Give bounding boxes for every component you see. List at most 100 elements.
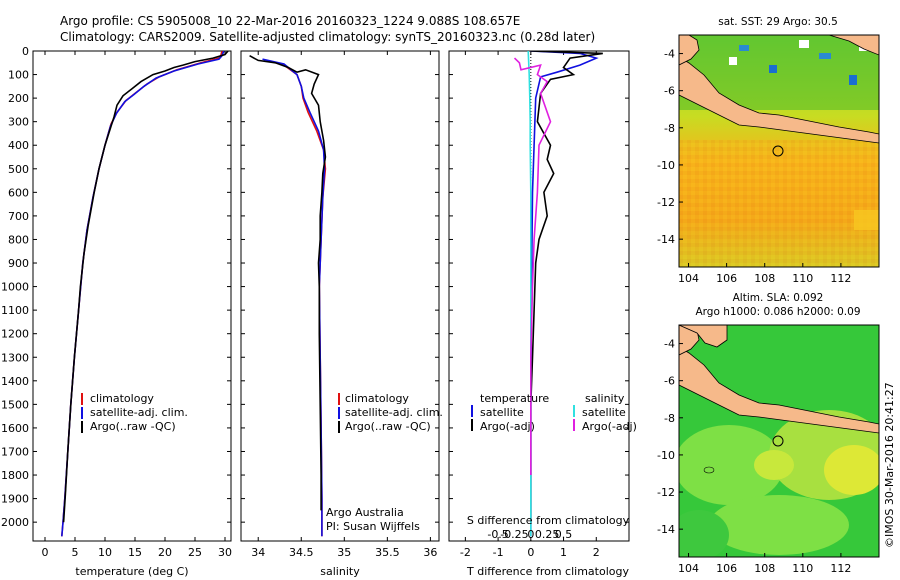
figure-title-line2: Climatology: CARS2009. Satellite-adjuste… bbox=[60, 30, 595, 44]
top-x-tick-label: 0.5 bbox=[555, 528, 573, 541]
map-x-tick-label: 110 bbox=[792, 562, 813, 575]
x-tick-label: 5 bbox=[72, 546, 79, 559]
x-tick-label: 34.5 bbox=[289, 546, 314, 559]
salinity-panel: 34 34.5 35 35.5 36 climatology satellite-adj… bbox=[240, 50, 443, 578]
y-tick-label: 0 bbox=[22, 45, 29, 58]
y-tick-label: 600 bbox=[8, 186, 29, 199]
figure-title-line1: Argo profile: CS 5905008_10 22-Mar-2016 … bbox=[60, 14, 520, 28]
difference-legend: temperature salinity satellite Argo(-adj… bbox=[471, 392, 637, 433]
y-tick-label: 900 bbox=[8, 257, 29, 270]
map-x-tick-label: 104 bbox=[678, 562, 699, 575]
y-tick-label: 1800 bbox=[1, 469, 29, 482]
map-x-tick-label: 112 bbox=[830, 562, 851, 575]
map-x-tick-label: 106 bbox=[716, 562, 737, 575]
x-tick-label: 0 bbox=[527, 546, 534, 559]
sla-map-frame bbox=[678, 324, 880, 558]
map-y-tick-label: -14 bbox=[657, 233, 675, 246]
x-tick-label: 36 bbox=[423, 546, 437, 559]
x-tick-label: -2 bbox=[460, 546, 471, 559]
sla-map-subtitle: Argo h1000: 0.086 h2000: 0.09 bbox=[695, 306, 860, 318]
x-tick-label: 15 bbox=[128, 546, 142, 559]
y-tick-label: 1000 bbox=[1, 281, 29, 294]
map-y-tick-label: -14 bbox=[657, 523, 675, 536]
top-x-tick-label: 0.25 bbox=[535, 528, 560, 541]
series-line-t-argo-adj- bbox=[529, 51, 603, 523]
series-line-satellite-adj-clim- bbox=[61, 51, 225, 537]
x-tick-label: 35 bbox=[337, 546, 351, 559]
top-x-tick-label: -0.5 bbox=[487, 528, 508, 541]
temperature-series bbox=[61, 51, 229, 537]
difference-x-label: T difference from climatology bbox=[466, 565, 629, 578]
map-y-tick-label: -4 bbox=[664, 48, 675, 61]
sla-map-axes: 104 106 108 110 112 -4 -6 -8 -10 -12 -14 bbox=[657, 338, 851, 575]
map-x-tick-label: 108 bbox=[754, 562, 775, 575]
top-x-tick-label: 0 bbox=[527, 528, 534, 541]
legend-label-argo: Argo(..raw -QC) bbox=[345, 420, 431, 433]
temperature-legend: climatology satellite-adj. clim. Argo(..… bbox=[81, 392, 188, 433]
temperature-x-axis: 0 5 10 15 20 25 30 bbox=[42, 51, 232, 559]
map-y-tick-label: -8 bbox=[664, 122, 675, 135]
map-x-tick-label: 112 bbox=[830, 272, 851, 285]
legend-label-s-argo: Argo(-adj) bbox=[582, 420, 637, 433]
salinity-axes-frame bbox=[240, 50, 440, 542]
map-y-tick-label: -6 bbox=[664, 375, 675, 388]
series-line-s-argo-adj- bbox=[513, 57, 552, 475]
y-tick-label: 2000 bbox=[1, 516, 29, 529]
temperature-axes-frame bbox=[32, 50, 232, 542]
x-tick-label: 0 bbox=[42, 546, 49, 559]
depth-axis: 0 100 200 300 400 500 600 700 800 900 1000 1100 1200… bbox=[1, 45, 231, 529]
map-y-tick-label: -4 bbox=[664, 338, 675, 351]
salinity-difference-ticks: -0.5-0.250 0.250.5 bbox=[487, 528, 572, 541]
map-y-tick-label: -10 bbox=[657, 159, 675, 172]
x-tick-label: 25 bbox=[188, 546, 202, 559]
series-line-climatology bbox=[266, 59, 327, 537]
legend-label-satellite: satellite-adj. clim. bbox=[90, 406, 188, 419]
sst-map-frame bbox=[678, 34, 880, 268]
x-tick-label: 2 bbox=[593, 546, 600, 559]
sst-map-axes: 104 106 108 110 112 -4 -6 -8 -10 -12 -14 bbox=[657, 48, 851, 285]
salinity-x-axis: 34 34.5 35 35.5 36 bbox=[251, 51, 437, 559]
x-tick-label: 35.5 bbox=[375, 546, 400, 559]
sla-map-panel: Altim. SLA: 0.092 Argo h1000: 0.086 h200… bbox=[657, 292, 880, 575]
difference-depth-ticks bbox=[449, 50, 629, 523]
imos-credit: ©IMOS 30-Mar-2016 20:41:27 bbox=[883, 382, 896, 548]
sst-map-title: sat. SST: 29 Argo: 30.5 bbox=[718, 16, 838, 28]
legend-label-climatology: climatology bbox=[90, 392, 154, 405]
y-tick-label: 200 bbox=[8, 92, 29, 105]
top-x-tick-label: -0.25 bbox=[500, 528, 528, 541]
y-tick-label: 1500 bbox=[1, 398, 29, 411]
y-tick-label: 400 bbox=[8, 139, 29, 152]
difference-panel: -2 -1 0 1 2 temperature salinity satellite A… bbox=[448, 50, 637, 578]
legend-label-satellite: satellite-adj. clim. bbox=[345, 406, 443, 419]
legend-label-s-satellite: satellite bbox=[582, 406, 626, 419]
annotation-pi-name: PI: Susan Wijffels bbox=[326, 520, 420, 533]
series-line-climatology bbox=[61, 51, 223, 537]
salinity-series bbox=[249, 54, 327, 537]
sla-map-title: Altim. SLA: 0.092 bbox=[733, 292, 824, 304]
map-y-tick-label: -12 bbox=[657, 196, 675, 209]
annotation-argo-australia: Argo Australia bbox=[326, 506, 404, 519]
x-tick-label: 1 bbox=[560, 546, 567, 559]
y-tick-label: 1600 bbox=[1, 422, 29, 435]
map-y-tick-label: -8 bbox=[664, 412, 675, 425]
series-line-argo-raw-qc- bbox=[249, 54, 327, 511]
salinity-x-label: salinity bbox=[320, 565, 360, 578]
y-tick-label: 500 bbox=[8, 163, 29, 176]
series-line-satellite-adj-clim- bbox=[262, 58, 326, 537]
y-tick-label: 1300 bbox=[1, 351, 29, 364]
legend-header-temperature: temperature bbox=[480, 392, 549, 405]
map-y-tick-label: -10 bbox=[657, 449, 675, 462]
map-y-tick-label: -12 bbox=[657, 486, 675, 499]
map-y-tick-label: -6 bbox=[664, 85, 675, 98]
sst-map-panel: sat. SST: 29 Argo: 30.5 bbox=[657, 16, 880, 285]
x-tick-label: 34 bbox=[251, 546, 265, 559]
series-line-s-satellite bbox=[527, 51, 532, 537]
y-tick-label: 1400 bbox=[1, 375, 29, 388]
map-x-tick-label: 108 bbox=[754, 272, 775, 285]
series-line-argo-raw-qc- bbox=[62, 51, 229, 523]
temperature-panel: 0100200300400500600700800900100011001200… bbox=[1, 45, 232, 578]
sla-map-image bbox=[679, 325, 879, 557]
x-tick-label: -1 bbox=[493, 546, 504, 559]
map-x-tick-label: 110 bbox=[792, 272, 813, 285]
